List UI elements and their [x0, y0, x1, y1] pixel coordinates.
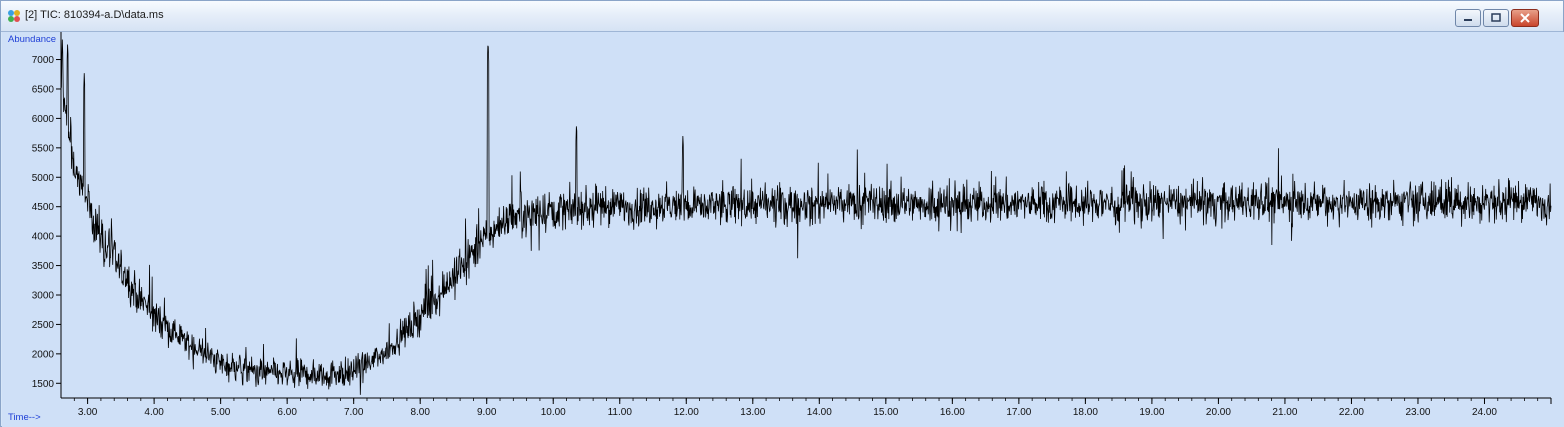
y-axis-label: Abundance	[8, 34, 56, 45]
x-tick-label: 12.00	[674, 407, 699, 418]
title-bar[interactable]: [2] TIC: 810394-a.D\data.ms	[1, 1, 1563, 32]
y-tick-label: 4500	[32, 202, 55, 213]
x-tick-label: 5.00	[211, 407, 231, 418]
y-tick-label: 5000	[32, 173, 55, 184]
x-tick-label: 19.00	[1139, 407, 1164, 418]
x-tick-label: 4.00	[144, 407, 164, 418]
plot-background	[2, 32, 1564, 427]
x-tick-label: 9.00	[477, 407, 497, 418]
x-tick-label: 10.00	[541, 407, 566, 418]
minimize-icon	[1464, 19, 1472, 21]
x-tick-label: 14.00	[807, 407, 832, 418]
y-tick-label: 7000	[32, 55, 55, 66]
maximize-icon	[1491, 13, 1501, 22]
y-tick-label: 2000	[32, 349, 55, 360]
x-tick-label: 22.00	[1339, 407, 1364, 418]
x-tick-label: 6.00	[277, 407, 297, 418]
maximize-button[interactable]	[1483, 9, 1509, 27]
x-tick-label: 23.00	[1405, 407, 1430, 418]
close-icon	[1520, 13, 1530, 23]
y-tick-label: 4000	[32, 232, 55, 243]
y-tick-label: 1500	[32, 379, 55, 390]
y-tick-label: 3000	[32, 290, 55, 301]
app-icon	[8, 10, 20, 22]
ticks: 1500 2000 2500 3000 3500 4000 4500 5000 5500 6000…	[32, 55, 1552, 418]
x-tick-label: 17.00	[1006, 407, 1031, 418]
window-title: [2] TIC: 810394-a.D\data.ms	[25, 9, 164, 21]
x-tick-label: 20.00	[1206, 407, 1231, 418]
x-tick-label: 18.00	[1073, 407, 1098, 418]
y-tick-label: 3500	[32, 261, 55, 272]
minimize-button[interactable]	[1455, 9, 1481, 27]
x-tick-label: 11.00	[608, 407, 633, 418]
x-tick-label: 15.00	[873, 407, 898, 418]
y-tick-label: 5500	[32, 143, 55, 154]
y-tick-label: 6500	[32, 84, 55, 95]
x-tick-label: 21.00	[1272, 407, 1297, 418]
x-axis-label: Time-->	[8, 412, 41, 423]
x-tick-label: 24.00	[1472, 407, 1497, 418]
y-tick-label: 6000	[32, 114, 55, 125]
y-tick-label: 2500	[32, 320, 55, 331]
close-button[interactable]	[1511, 9, 1539, 27]
x-tick-label: 8.00	[410, 407, 430, 418]
x-tick-label: 7.00	[344, 407, 364, 418]
x-tick-label: 13.00	[740, 407, 765, 418]
tic-trace	[60, 39, 1552, 395]
x-tick-label: 16.00	[940, 407, 965, 418]
chromatogram-plot[interactable]: 1500 2000 2500 3000 3500 4000 4500 5000 5500 6000…	[2, 32, 1564, 427]
x-tick-label: 3.00	[78, 407, 98, 418]
